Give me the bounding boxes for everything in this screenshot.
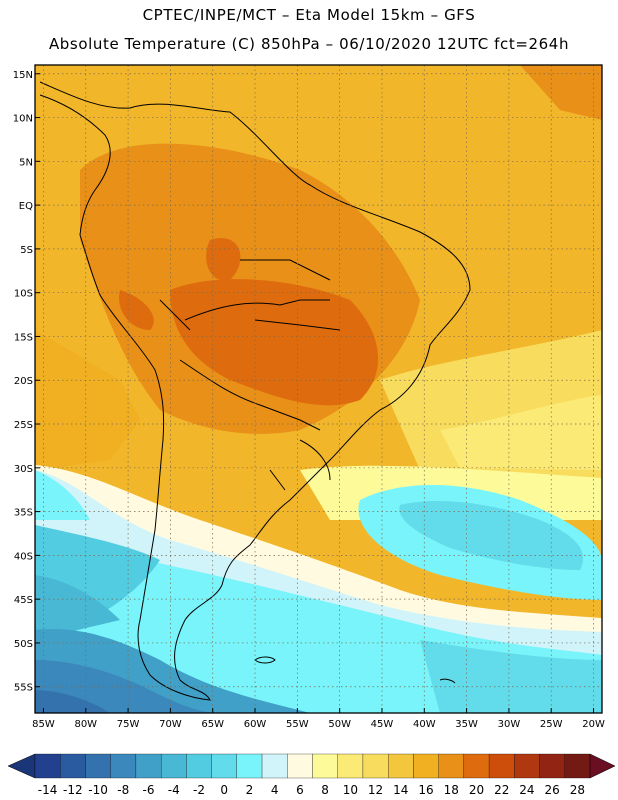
colorbar-label: 4 [271,783,279,797]
colorbar-swatch [388,753,414,779]
colorbar-swatch [362,753,389,779]
map-title: CPTEC/INPE/MCT – Eta Model 15km – GFS [142,6,476,24]
colorbar [7,753,616,779]
lat-label: 10S [14,289,33,300]
colorbar-swatch [34,753,61,779]
lat-label: 45S [14,595,33,606]
colorbar-swatch [186,753,212,779]
lon-label: 40W [413,719,436,730]
lon-label: 75W [117,719,140,730]
lat-label: 25S [14,420,33,431]
colorbar-swatch [413,753,439,779]
lon-label: 45W [371,719,394,730]
temperature-field [35,65,602,713]
lat-label: 20S [14,376,33,387]
latitude-labels: 15N 10N 5N EQ 5S 10S 15S 20S 25S 30S 35S 40S 45S 50S 5… [13,70,33,694]
colorbar-label: 28 [570,783,585,797]
colorbar-label: 24 [519,783,534,797]
lon-label: 55W [286,719,309,730]
colorbar-labels: -14 -12 -10 -8 -6 -4 -2 0 2 4 6 8 10 12 14 16 18 20 22 24 26… [38,783,585,797]
colorbar-label: 8 [321,783,329,797]
coastlines [39,81,471,701]
colorbar-label: 6 [296,783,304,797]
colorbar-swatch [261,753,288,779]
colorbar-swatch [85,753,111,779]
colorbar-label: -6 [143,783,155,797]
colorbar-swatch [488,753,515,779]
colorbar-label: 16 [418,783,433,797]
colorbar-swatch [539,753,565,779]
colorbar-swatch [211,753,237,779]
colorbar-label: 10 [343,783,358,797]
lat-label: 35S [14,508,33,519]
lon-label: 30W [498,719,521,730]
lon-label: 25W [540,719,563,730]
colorbar-swatch [135,753,162,779]
colorbar-swatch [564,753,591,779]
colorbar-label: 20 [469,783,484,797]
colorbar-label: -14 [38,783,58,797]
colorbar-swatch [438,753,465,779]
lat-label: 5N [19,157,33,168]
colorbar-swatch [160,753,187,779]
longitude-labels: 85W 80W 75W 70W 65W 60W 55W 50W 45W 40W 35W 30W 25W 2… [32,719,605,730]
lon-label: 50W [328,719,351,730]
colorbar-swatch [514,753,540,779]
colorbar-label: 0 [220,783,228,797]
colorbar-swatch [60,753,86,779]
lat-label: 15N [13,70,33,81]
lat-label: 40S [14,551,33,562]
colorbar-label: -10 [88,783,108,797]
colorbar-swatch [110,753,137,779]
colorbar-over-arrow [589,753,616,779]
lon-label: 35W [455,719,478,730]
colorbar-label: -8 [117,783,129,797]
colorbar-label: -12 [63,783,83,797]
colorbar-label: 22 [494,783,509,797]
colorbar-swatch [287,753,313,779]
lat-label: 5S [20,245,33,256]
lon-label: 65W [201,719,224,730]
colorbar-swatch [312,753,338,779]
lat-label: 30S [14,464,33,475]
lat-label: 15S [14,332,33,343]
map-frame [34,64,603,714]
colorbar-label: 12 [368,783,383,797]
lon-label: 70W [159,719,182,730]
lon-label: 80W [74,719,97,730]
lat-label: 55S [14,683,33,694]
lon-label: 20W [582,719,605,730]
map-subtitle: Absolute Temperature (C) 850hPa – 06/10/… [48,35,570,53]
lat-label: EQ [19,201,33,212]
graticule [35,65,602,713]
colorbar-label: 14 [393,783,408,797]
colorbar-label: 26 [545,783,560,797]
colorbar-label: -4 [168,783,180,797]
colorbar-under-arrow [7,753,36,779]
colorbar-swatch [337,753,364,779]
lat-label: 50S [14,639,33,650]
lon-label: 85W [32,719,55,730]
colorbar-label: 2 [246,783,254,797]
colorbar-swatch [463,753,490,779]
colorbar-label: 18 [444,783,459,797]
colorbar-label: -2 [193,783,205,797]
colorbar-swatch [236,753,263,779]
lon-label: 60W [244,719,267,730]
lat-label: 10N [13,114,33,125]
